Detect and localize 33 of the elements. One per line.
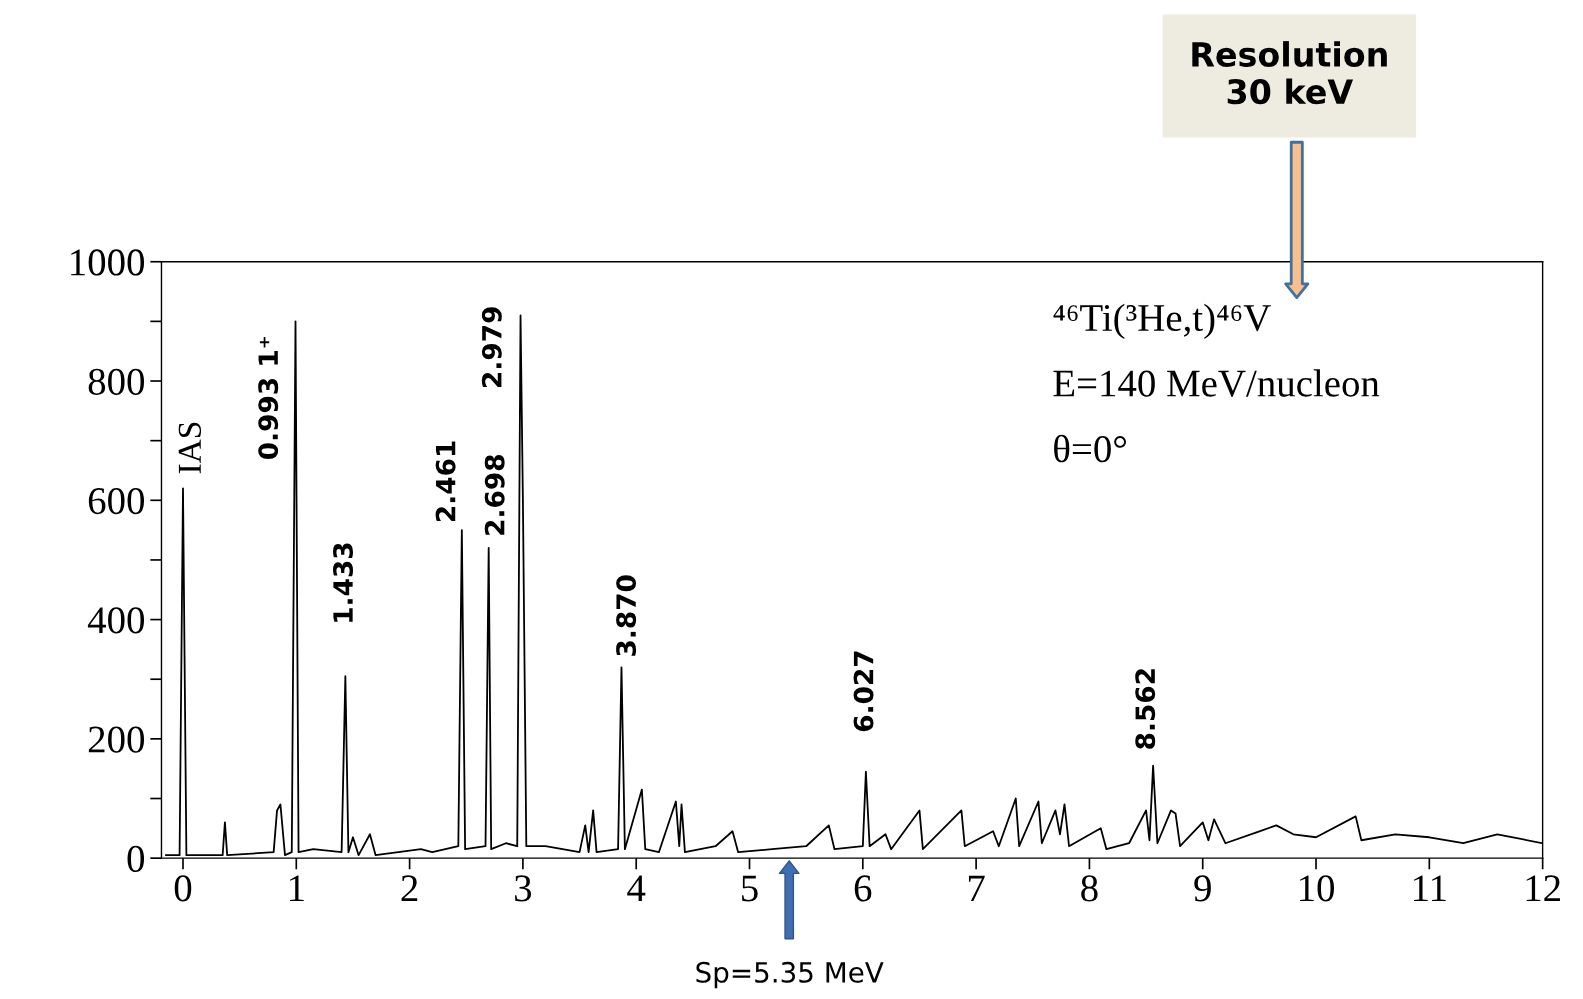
x-tick-label: 0 xyxy=(174,875,192,902)
x-tick-label: 8 xyxy=(1081,875,1098,902)
y-tick-label: 400 xyxy=(87,607,145,634)
text: Resolution 30 keV xyxy=(1192,41,1387,105)
annotation: 1.433 xyxy=(333,543,354,622)
x-tick-label: 6 xyxy=(854,875,872,902)
annotation: 2.461 xyxy=(435,441,456,522)
x-tick-label: 5 xyxy=(742,875,758,902)
x-tick-label: 1 xyxy=(290,875,304,902)
annotation: 0.993 1⁺ xyxy=(258,337,279,460)
x-tick-label: 7 xyxy=(968,875,985,902)
annotation: ⁴⁶Ti(³He,t)⁴⁶V xyxy=(1053,303,1271,340)
y-tick-label: 600 xyxy=(88,487,145,515)
annotation: E=140 MeV/nucleon xyxy=(1053,369,1380,397)
annotation: 6.027 xyxy=(853,651,874,732)
y-tick-label: 800 xyxy=(88,368,145,395)
y-tick-label: 200 xyxy=(88,726,145,753)
text: Sp=5.35 MeV xyxy=(696,961,884,989)
annotation: θ=0° xyxy=(1054,434,1126,463)
y-tick-label: 1000 xyxy=(71,249,145,276)
annotation: 2.698 xyxy=(484,455,505,535)
annotation: 2.979 xyxy=(481,307,502,387)
annotation: 3.870 xyxy=(616,575,637,656)
y-tick-label: 0 xyxy=(127,845,145,873)
x-tick-label: 10 xyxy=(1300,875,1334,902)
annotation: 8.562 xyxy=(1135,669,1156,749)
x-tick-label: 9 xyxy=(1194,875,1211,902)
x-tick-label: 11 xyxy=(1414,875,1446,902)
x-tick-label: 12 xyxy=(1526,875,1560,902)
x-tick-label: 4 xyxy=(627,875,646,902)
annotation: IAS xyxy=(178,422,202,474)
x-tick-label: 2 xyxy=(401,875,418,902)
x-tick-label: 3 xyxy=(515,875,532,902)
